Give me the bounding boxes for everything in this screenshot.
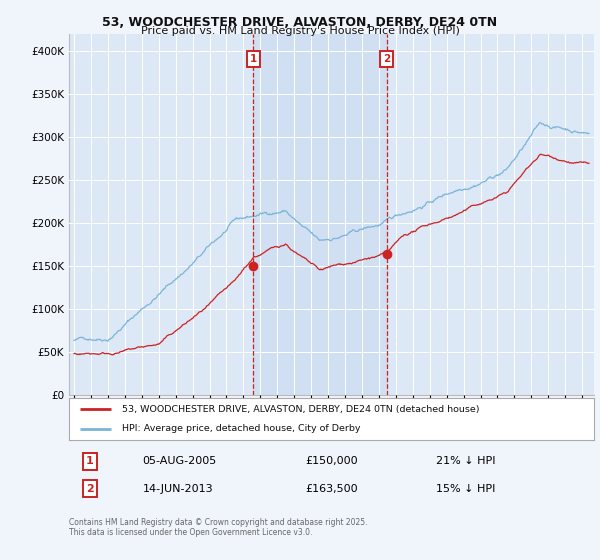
Text: 21% ↓ HPI: 21% ↓ HPI [437,456,496,466]
Bar [253,34,386,395]
Text: HPI: Average price, detached house, City of Derby: HPI: Average price, detached house, City… [121,424,360,433]
Text: 2: 2 [86,484,94,493]
Text: 1: 1 [250,54,257,64]
Text: £163,500: £163,500 [305,484,358,493]
Text: 53, WOODCHESTER DRIVE, ALVASTON, DERBY, DE24 0TN: 53, WOODCHESTER DRIVE, ALVASTON, DERBY, … [103,16,497,29]
Text: £150,000: £150,000 [305,456,358,466]
Text: 53, WOODCHESTER DRIVE, ALVASTON, DERBY, DE24 0TN (detached house): 53, WOODCHESTER DRIVE, ALVASTON, DERBY, … [121,405,479,414]
Text: Price paid vs. HM Land Registry's House Price Index (HPI): Price paid vs. HM Land Registry's House … [140,26,460,36]
Text: 2: 2 [383,54,390,64]
Text: Contains HM Land Registry data © Crown copyright and database right 2025.
This d: Contains HM Land Registry data © Crown c… [69,518,367,538]
Text: 05-AUG-2005: 05-AUG-2005 [143,456,217,466]
Text: 14-JUN-2013: 14-JUN-2013 [143,484,213,493]
Text: 1: 1 [86,456,94,466]
Text: 15% ↓ HPI: 15% ↓ HPI [437,484,496,493]
